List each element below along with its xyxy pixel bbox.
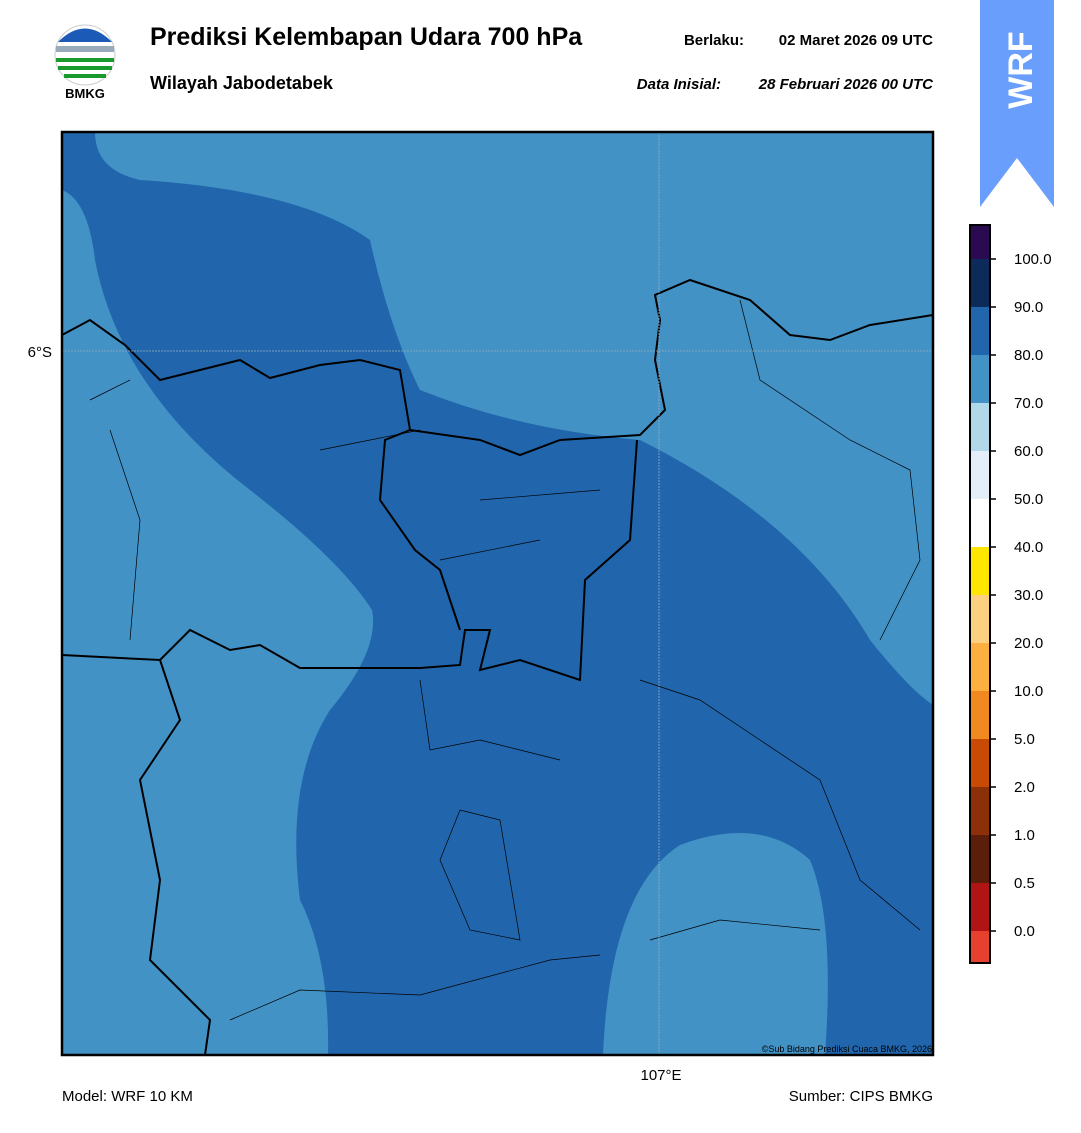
colorbar-box	[970, 643, 990, 691]
colorbar-label: 70.0	[1014, 395, 1043, 412]
colorbar-box	[970, 547, 990, 595]
lat-label: 6°S	[28, 344, 52, 361]
logo-text: BMKG	[65, 86, 105, 101]
credit: ©Sub Bidang Prediksi Cuaca BMKG, 2026	[762, 1044, 932, 1054]
colorbar-label: 0.0	[1014, 923, 1035, 940]
logo: BMKG	[54, 24, 116, 101]
lon-label: 107°E	[640, 1067, 681, 1084]
colorbar-box	[970, 931, 990, 963]
colorbar-frame	[969, 224, 991, 964]
colorbar-box	[970, 307, 990, 355]
colorbar-box	[970, 739, 990, 787]
subtitle: Wilayah Jabodetabek	[150, 73, 334, 93]
badge: WRF	[980, 0, 1054, 207]
badge-text: WRF	[1002, 31, 1040, 108]
colorbar-label: 20.0	[1014, 635, 1043, 652]
colorbar-box	[970, 595, 990, 643]
colorbar-box	[970, 451, 990, 499]
title: Prediksi Kelembapan Udara 700 hPa	[150, 23, 583, 51]
colorbar-label: 10.0	[1014, 683, 1043, 700]
colorbar-label: 1.0	[1014, 827, 1035, 844]
colorbar-box	[970, 225, 990, 259]
colorbar-box	[970, 691, 990, 739]
colorbar-box	[970, 883, 990, 931]
colorbar-box	[970, 835, 990, 883]
colorbar-box	[970, 259, 990, 307]
colorbar-label: 50.0	[1014, 491, 1043, 508]
colorbar-label: 0.5	[1014, 875, 1035, 892]
valid-label: Berlaku:	[684, 32, 744, 49]
colorbar-box	[970, 787, 990, 835]
footer-source: Sumber: CIPS BMKG	[789, 1088, 933, 1105]
colorbar-box	[970, 355, 990, 403]
colorbar-box	[970, 403, 990, 451]
colorbar-label: 40.0	[1014, 539, 1043, 556]
colorbar-label: 80.0	[1014, 347, 1043, 364]
colorbar-label: 90.0	[1014, 299, 1043, 316]
colorbar-label: 100.0	[1014, 251, 1052, 268]
valid-time: 02 Maret 2026 09 UTC	[779, 32, 933, 49]
footer-model: Model: WRF 10 KM	[62, 1088, 193, 1105]
colorbar-label: 60.0	[1014, 443, 1043, 460]
colorbar-box	[970, 499, 990, 547]
colorbar-label: 2.0	[1014, 779, 1035, 796]
init-label: Data Inisial:	[637, 76, 721, 93]
colorbar-label: 5.0	[1014, 731, 1035, 748]
colorbar: 0.0 0.5 1.0 2.0 5.0 10.0 20.0 30.0 40.0 50.0 60.0 7…	[969, 224, 1052, 964]
map: ©Sub Bidang Prediksi Cuaca BMKG, 2026 6°…	[28, 130, 935, 1084]
init-time: 28 Februari 2026 00 UTC	[758, 76, 934, 93]
colorbar-label: 30.0	[1014, 587, 1043, 604]
